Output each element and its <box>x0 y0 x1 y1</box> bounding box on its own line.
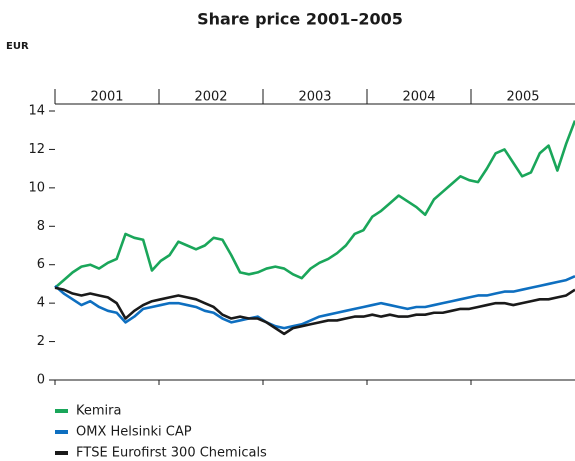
y-tick-label: 14 <box>28 104 45 119</box>
series-line <box>54 275 575 330</box>
y-tick-label: 4 <box>37 296 45 311</box>
y-tick-label: 12 <box>28 142 45 157</box>
x-tick-label: 2001 <box>90 90 123 105</box>
series-line <box>54 286 575 336</box>
x-tick-label: 2005 <box>506 90 539 105</box>
x-tick-label: 2002 <box>194 90 227 105</box>
legend-label: FTSE Eurofirst 300 Chemicals <box>76 446 267 461</box>
legend-label: Kemira <box>76 404 121 419</box>
y-tick-label: 2 <box>37 334 45 349</box>
series-line <box>54 120 575 289</box>
y-tick-label: 10 <box>28 180 45 195</box>
chart-title: Share price 2001–2005 <box>197 10 403 29</box>
y-tick-label: 0 <box>37 373 45 388</box>
legend-label: OMX Helsinki CAP <box>76 425 192 440</box>
y-tick-label: 6 <box>37 257 45 272</box>
x-tick-label: 2004 <box>402 90 435 105</box>
x-tick-label: 2003 <box>298 90 331 105</box>
y-axis-label: EUR <box>6 41 29 52</box>
y-tick-label: 8 <box>37 219 45 234</box>
